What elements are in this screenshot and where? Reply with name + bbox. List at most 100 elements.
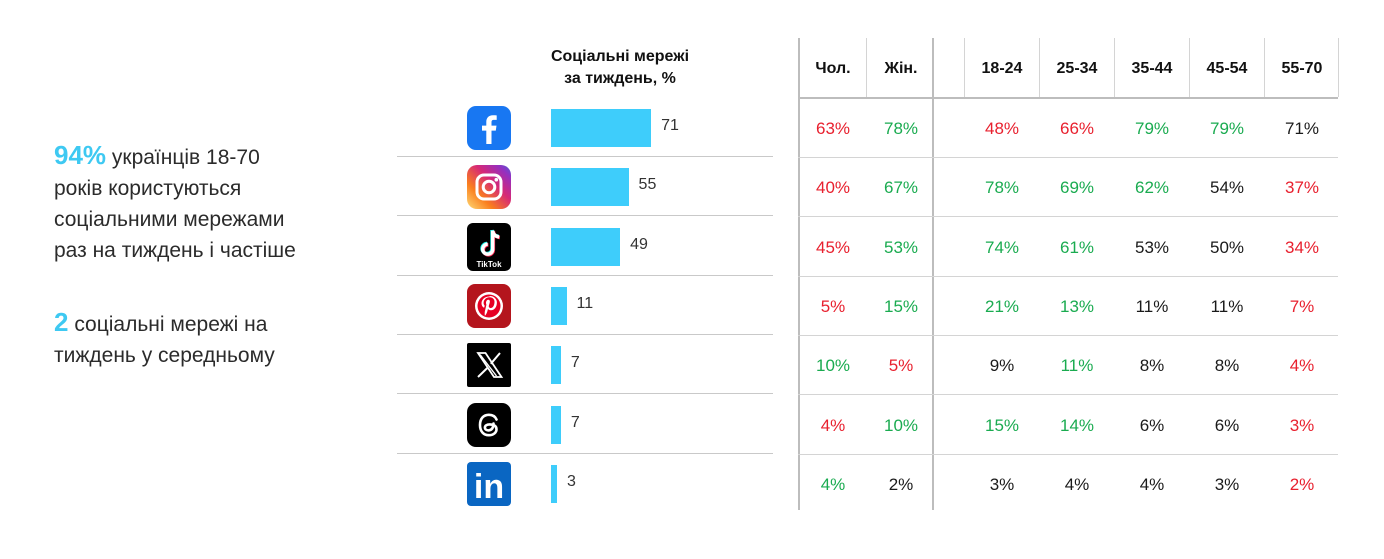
table-cell: 11% xyxy=(1060,356,1094,376)
table-cell: 54% xyxy=(1209,178,1245,198)
table-cell: 14% xyxy=(1059,415,1095,435)
row-divider xyxy=(397,452,773,454)
table-cell: 63% xyxy=(815,119,851,138)
bar-row: 7 xyxy=(397,335,773,395)
table-cell: 11% xyxy=(1210,296,1244,316)
table-cell: 15% xyxy=(984,415,1020,435)
column-divider xyxy=(1189,38,1190,97)
bar-value-label: 71 xyxy=(661,117,679,134)
table-row: 4% 10% 15% 14% 6% 6% 3% xyxy=(798,396,1338,455)
table-cell: 74% xyxy=(984,237,1020,257)
column-header: 18-24 xyxy=(981,60,1023,77)
row-divider xyxy=(798,216,1338,218)
column-divider xyxy=(866,38,867,97)
bar-row: in 3 xyxy=(397,454,773,513)
table-cell: 4% xyxy=(820,415,846,435)
table-cell: 4% xyxy=(1289,356,1315,376)
chart-title-line: за тиждень, % xyxy=(564,70,676,87)
bar-row: 71 xyxy=(397,98,773,157)
table-cell: 50% xyxy=(1209,237,1245,257)
table-cell: 10% xyxy=(815,356,851,376)
tiktok-icon: TikTok xyxy=(467,222,511,271)
table-cell: 48% xyxy=(984,119,1020,138)
table-cell: 53% xyxy=(883,237,919,257)
table-cell: 61% xyxy=(1059,237,1095,257)
bar-value-label: 3 xyxy=(567,472,576,490)
table-header: Чол. Жін. 18-24 25-34 35-44 45-54 55-70 xyxy=(798,38,1338,99)
table-cell: 8% xyxy=(1214,356,1240,376)
table-cell: 2% xyxy=(888,474,914,494)
table-cell: 6% xyxy=(1139,415,1165,435)
bar xyxy=(551,286,567,325)
table-cell: 6% xyxy=(1214,415,1240,435)
row-divider xyxy=(397,333,773,335)
table-cell: 9% xyxy=(989,356,1015,376)
stat-count-text-line: соціальні мережі на xyxy=(74,313,268,336)
row-divider xyxy=(397,215,773,217)
table-cell: 67% xyxy=(883,178,919,198)
table-cell: 10% xyxy=(883,415,919,435)
column-divider xyxy=(1114,38,1115,97)
stat-share-value: 94% xyxy=(54,140,107,170)
table-cell: 62% xyxy=(1134,178,1170,198)
table-cell: 4% xyxy=(1139,474,1165,494)
facebook-icon xyxy=(467,106,511,150)
table-cell: 78% xyxy=(883,119,919,138)
table-cell: 13% xyxy=(1059,296,1095,316)
table-row: 10% 5% 9% 11% 8% 8% 4% xyxy=(798,336,1338,396)
column-header: 35-44 xyxy=(1131,60,1173,77)
pinterest-icon xyxy=(467,283,511,328)
row-divider xyxy=(798,334,1338,336)
stat-share-text-line: років користуються xyxy=(54,177,242,200)
threads-icon xyxy=(467,402,511,447)
table-cell: 5% xyxy=(820,296,846,316)
row-divider xyxy=(798,453,1338,455)
table-row: 45% 53% 74% 61% 53% 50% 34% xyxy=(798,218,1338,277)
bar xyxy=(551,227,621,266)
chart-title: Соціальні мережі за тиждень, % xyxy=(520,46,720,90)
table-row: 40% 67% 78% 69% 62% 54% 37% xyxy=(798,158,1338,218)
row-divider xyxy=(397,393,773,395)
chart-title-line: Соціальні мережі xyxy=(550,48,690,65)
row-divider xyxy=(798,275,1338,277)
instagram-icon xyxy=(467,165,511,210)
column-divider xyxy=(798,38,800,510)
bar xyxy=(551,109,652,147)
table-cell: 71% xyxy=(1284,119,1320,138)
bar xyxy=(551,405,561,444)
table-cell: 66% xyxy=(1059,119,1095,138)
table-cell: 11% xyxy=(1135,296,1169,316)
tiktok-wordmark: TikTok xyxy=(476,260,502,269)
stat-share-text-line: раз на тиждень і частіше xyxy=(54,239,296,262)
stat-share-text-line: українців 18-70 xyxy=(111,146,260,169)
table-cell: 40% xyxy=(815,178,851,198)
column-divider xyxy=(932,38,934,510)
table-cell: 34% xyxy=(1284,237,1320,257)
column-divider xyxy=(1039,38,1040,97)
bar xyxy=(551,168,629,207)
table-cell: 37% xyxy=(1284,178,1320,198)
table-cell: 2% xyxy=(1289,474,1315,494)
stat-share-text-line: соціальними мережами xyxy=(54,208,285,231)
column-divider xyxy=(964,38,965,97)
table-cell: 3% xyxy=(1289,415,1315,435)
table-cell: 78% xyxy=(984,178,1020,198)
column-header: 55-70 xyxy=(1281,60,1323,77)
column-header: Чол. xyxy=(815,60,851,77)
table-cell: 21% xyxy=(984,296,1020,316)
table-cell: 3% xyxy=(1214,474,1240,494)
bar-value-label: 11 xyxy=(576,294,594,312)
linkedin-wordmark: in xyxy=(474,468,504,506)
bar-value-label: 49 xyxy=(630,235,648,253)
demographics-table: Чол. Жін. 18-24 25-34 35-44 45-54 55-70 63% 78%… xyxy=(798,38,1339,510)
bar-row: 55 xyxy=(397,157,773,217)
table-row: 4% 2% 3% 4% 4% 3% 2% xyxy=(798,455,1338,514)
bar-row: 11 xyxy=(397,276,773,335)
table-row: 5% 15% 21% 13% 11% 11% 7% xyxy=(798,277,1338,336)
table-row: 63% 78% 48% 66% 79% 79% 71% xyxy=(798,99,1338,158)
bar-value-label: 7 xyxy=(570,413,580,431)
table-cell: 79% xyxy=(1209,119,1245,138)
bar xyxy=(551,346,561,385)
x-icon xyxy=(467,343,511,388)
bar-row: TikTok 49 xyxy=(397,217,773,276)
